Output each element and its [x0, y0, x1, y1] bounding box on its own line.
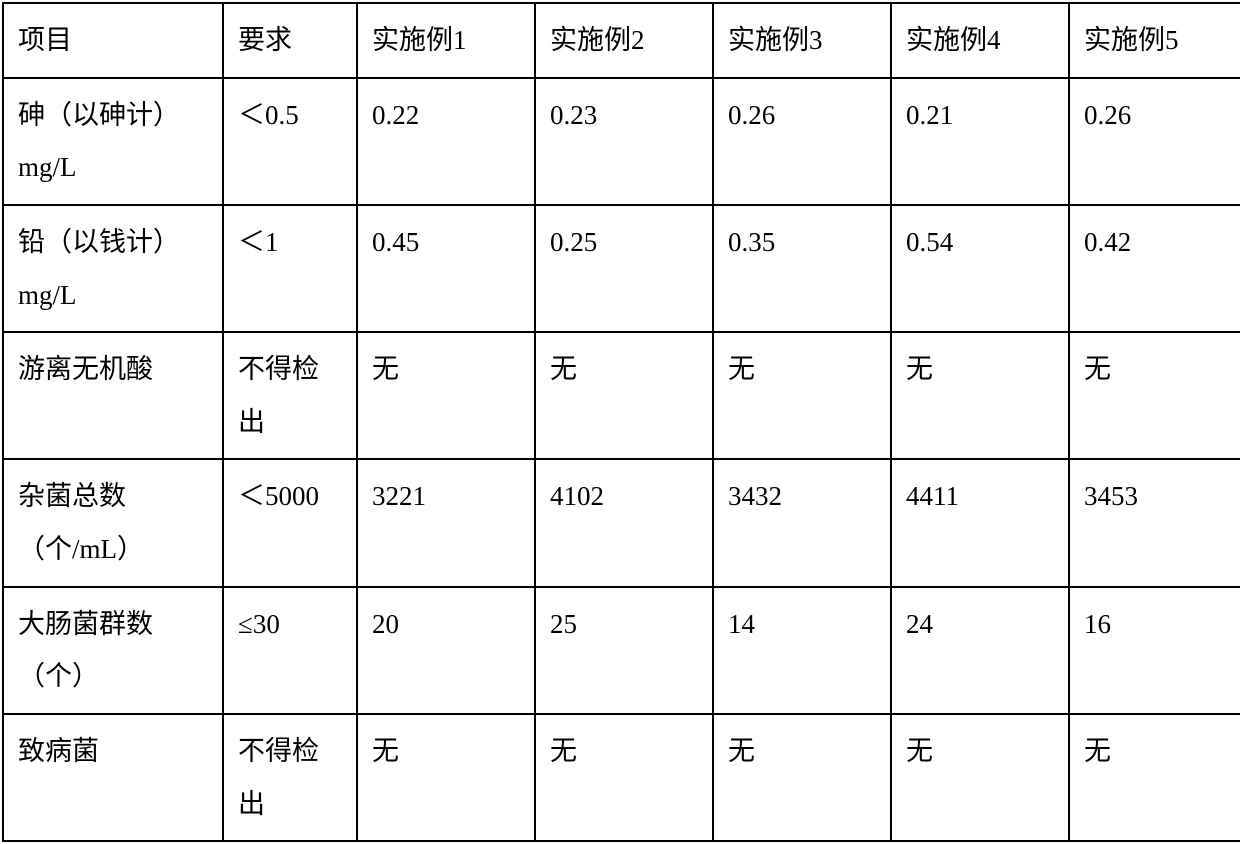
cell-value: 20 — [357, 587, 535, 714]
cell-value: 3221 — [357, 459, 535, 586]
cell-value: 14 — [713, 587, 891, 714]
cell-item: 杂菌总数（个/mL） — [3, 459, 223, 586]
cell-value: 3453 — [1069, 459, 1240, 586]
cell-value: 0.35 — [713, 205, 891, 332]
header-cell-example4: 实施例4 — [891, 3, 1069, 78]
header-cell-item: 项目 — [3, 3, 223, 78]
cell-value: 0.21 — [891, 78, 1069, 205]
data-table: 项目 要求 实施例1 实施例2 实施例3 实施例4 实施例5 砷（以砷计）mg/… — [2, 2, 1240, 842]
table-row: 大肠菌群数（个） ≤30 20 25 14 24 16 — [3, 587, 1240, 714]
cell-value: 4411 — [891, 459, 1069, 586]
cell-value: 无 — [535, 332, 713, 459]
cell-value: 0.54 — [891, 205, 1069, 332]
cell-value: 25 — [535, 587, 713, 714]
table-row: 杂菌总数（个/mL） ＜5000 3221 4102 3432 4411 345… — [3, 459, 1240, 586]
cell-value: 无 — [357, 332, 535, 459]
cell-value: 0.45 — [357, 205, 535, 332]
cell-value: 0.26 — [713, 78, 891, 205]
table-row: 游离无机酸 不得检出 无 无 无 无 无 — [3, 332, 1240, 459]
cell-value: 3432 — [713, 459, 891, 586]
cell-value: 0.25 — [535, 205, 713, 332]
table-row: 铅（以钱计）mg/L ＜1 0.45 0.25 0.35 0.54 0.42 — [3, 205, 1240, 332]
cell-item: 大肠菌群数（个） — [3, 587, 223, 714]
header-cell-requirement: 要求 — [223, 3, 357, 78]
cell-requirement: ＜0.5 — [223, 78, 357, 205]
header-cell-example2: 实施例2 — [535, 3, 713, 78]
cell-value: 无 — [357, 714, 535, 841]
cell-value: 无 — [713, 332, 891, 459]
cell-requirement: 不得检出 — [223, 714, 357, 841]
cell-value: 无 — [1069, 714, 1240, 841]
cell-value: 0.23 — [535, 78, 713, 205]
cell-requirement: 不得检出 — [223, 332, 357, 459]
cell-value: 无 — [1069, 332, 1240, 459]
cell-requirement: ≤30 — [223, 587, 357, 714]
cell-value: 0.42 — [1069, 205, 1240, 332]
cell-item: 砷（以砷计）mg/L — [3, 78, 223, 205]
cell-item: 游离无机酸 — [3, 332, 223, 459]
cell-value: 无 — [891, 714, 1069, 841]
header-cell-example3: 实施例3 — [713, 3, 891, 78]
cell-value: 0.22 — [357, 78, 535, 205]
cell-value: 4102 — [535, 459, 713, 586]
cell-value: 16 — [1069, 587, 1240, 714]
header-cell-example1: 实施例1 — [357, 3, 535, 78]
cell-value: 无 — [891, 332, 1069, 459]
cell-value: 无 — [535, 714, 713, 841]
cell-requirement: ＜5000 — [223, 459, 357, 586]
header-cell-example5: 实施例5 — [1069, 3, 1240, 78]
cell-value: 0.26 — [1069, 78, 1240, 205]
table-row: 致病菌 不得检出 无 无 无 无 无 — [3, 714, 1240, 841]
cell-item: 铅（以钱计）mg/L — [3, 205, 223, 332]
cell-item: 致病菌 — [3, 714, 223, 841]
cell-value: 24 — [891, 587, 1069, 714]
table-header-row: 项目 要求 实施例1 实施例2 实施例3 实施例4 实施例5 — [3, 3, 1240, 78]
table-row: 砷（以砷计）mg/L ＜0.5 0.22 0.23 0.26 0.21 0.26 — [3, 78, 1240, 205]
cell-requirement: ＜1 — [223, 205, 357, 332]
cell-value: 无 — [713, 714, 891, 841]
